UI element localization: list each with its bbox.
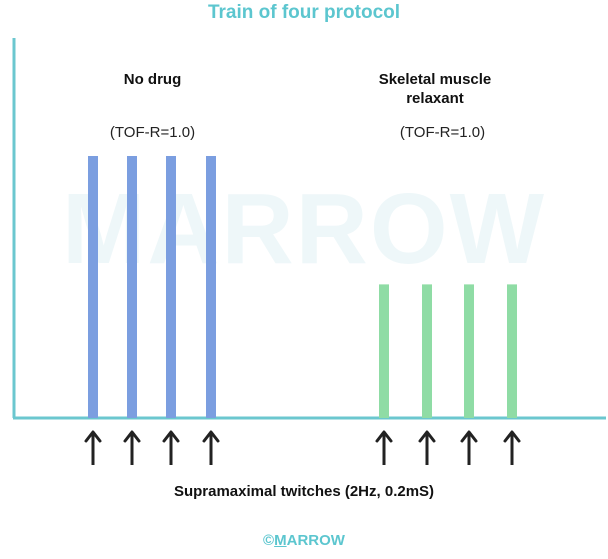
diagram-title: Train of four protocol [207,2,401,23]
group-label-line: relaxant [406,90,464,107]
up-arrow-icon [503,430,521,465]
up-arrow-icon [418,430,436,465]
twitch-bar [166,156,176,418]
up-arrow-icon [202,430,220,465]
twitch-bar [422,284,432,418]
twitch-bar [127,156,137,418]
twitch-bar [464,284,474,418]
twitch-bar [507,284,517,418]
twitch-bar [379,284,389,418]
up-arrow-icon [375,430,393,465]
copyright-footer: ©MARROW [0,532,608,549]
group-label-line: Skeletal muscle [378,71,492,88]
up-arrow-icon [162,430,180,465]
up-arrow-icon [123,430,141,465]
twitch-bar [88,156,98,418]
ratio-label-relaxant: (TOF-R=1.0) [399,124,486,141]
stimulus-caption: Supramaximal twitches (2Hz, 0.2mS) [173,483,435,500]
group-label-no-drug: No drug [60,70,245,89]
brand-initial: M [274,532,287,549]
up-arrow-icon [84,430,102,465]
twitch-bar [206,156,216,418]
copyright-symbol: © [263,532,275,549]
ratio-label-no-drug: (TOF-R=1.0) [109,124,196,141]
up-arrow-icon [460,430,478,465]
group-label-line: No drug [123,71,182,88]
group-label-relaxant: Skeletal muscle relaxant [340,70,530,108]
brand-rest: ARROW [286,532,345,549]
